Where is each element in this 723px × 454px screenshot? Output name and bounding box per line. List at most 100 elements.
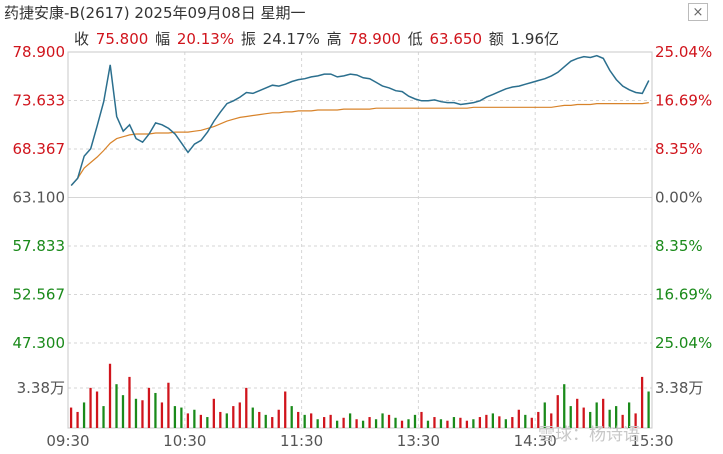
- price-tick-label: 57.833: [13, 237, 66, 255]
- volume-bar: [640, 376, 644, 428]
- volume-bar: [206, 417, 209, 428]
- volume-bar: [615, 406, 618, 428]
- volume-bar: [472, 419, 475, 428]
- volume-bar: [569, 406, 572, 428]
- volume-bar: [582, 407, 585, 428]
- volume-bar: [602, 398, 605, 428]
- volume-bar: [264, 414, 267, 428]
- volume-bar: [608, 409, 611, 428]
- volume-bar: [89, 387, 92, 428]
- volume-bar: [595, 402, 598, 428]
- volume-bar: [212, 398, 215, 428]
- price-line: [70, 54, 650, 186]
- volume-bar: [485, 414, 488, 428]
- volume-bar: [589, 411, 592, 428]
- volume-bar: [245, 387, 248, 428]
- turnover-value: 1.96亿: [510, 30, 559, 48]
- volume-bar: [232, 406, 235, 428]
- volume-bar: [543, 402, 546, 428]
- volume-bar: [647, 391, 650, 428]
- volume-bar: [478, 417, 482, 428]
- price-tick-label: 52.567: [13, 286, 66, 304]
- volume-bar: [420, 411, 423, 428]
- volume-bar: [387, 414, 391, 428]
- volume-tick-label: 3.38万: [17, 379, 65, 397]
- volume-bar: [433, 417, 436, 428]
- change-value: 20.13%: [176, 30, 235, 48]
- volume-bar: [323, 417, 326, 428]
- volume-bar: [115, 384, 118, 428]
- volume-bar: [504, 419, 507, 428]
- volume-bar: [621, 414, 624, 428]
- volume-tick-label: 3.38万: [655, 379, 703, 397]
- close-button[interactable]: ×: [688, 3, 708, 21]
- low-value: 63.650: [429, 30, 483, 48]
- price-tick-label: 78.900: [13, 43, 66, 61]
- pct-tick-label: 25.04%: [655, 43, 712, 61]
- volume-bar: [316, 419, 319, 428]
- volume-bar: [556, 395, 559, 428]
- volume-bar: [459, 417, 462, 428]
- close-label: 收: [74, 30, 90, 48]
- chart-frame: [67, 51, 653, 429]
- volume-bar: [400, 420, 404, 428]
- volume-bar: [102, 406, 105, 428]
- volume-bar: [491, 413, 494, 428]
- volume-bar: [225, 413, 228, 428]
- high-label: 高: [326, 30, 342, 48]
- volume-bar: [277, 409, 280, 428]
- volume-bar: [498, 416, 501, 428]
- volume-bar: [238, 402, 241, 428]
- volume-bar: [439, 419, 443, 428]
- volume-bar: [290, 406, 293, 428]
- close-value: 75.800: [95, 30, 149, 48]
- pct-tick-label: 25.04%: [655, 334, 712, 352]
- volume-bar: [199, 414, 202, 428]
- volume-bar: [413, 414, 417, 428]
- amplitude-value: 24.17%: [262, 30, 320, 48]
- volume-bar: [627, 402, 631, 428]
- volume-bar: [511, 417, 514, 428]
- volume-bar: [394, 417, 397, 428]
- volume-bar: [348, 413, 352, 428]
- volume-bar: [121, 395, 125, 428]
- price-tick-label: 73.633: [13, 92, 66, 110]
- volume-bar: [180, 407, 183, 428]
- volume-bar: [335, 420, 339, 428]
- volume-bar: [342, 417, 345, 428]
- volume-bar: [141, 400, 144, 428]
- low-label: 低: [407, 30, 423, 48]
- volume-bar: [310, 413, 313, 428]
- pct-tick-label: 16.69%: [655, 286, 712, 304]
- volume-bar: [258, 411, 261, 428]
- price-tick-label: 47.300: [13, 334, 66, 352]
- volume-bar: [368, 417, 371, 428]
- volume-bar: [167, 382, 170, 428]
- volume-bar: [446, 420, 449, 428]
- volume-bar: [426, 420, 430, 428]
- turnover-label: 额: [488, 30, 504, 48]
- watermark: 雪球：杨诗语: [538, 425, 640, 445]
- volume-bar: [128, 376, 131, 428]
- pct-tick-label: 8.35%: [655, 237, 703, 255]
- high-value: 78.900: [348, 30, 401, 48]
- volume-bar: [147, 387, 151, 428]
- volume-bar: [374, 419, 378, 428]
- volume-bar: [251, 407, 254, 428]
- volume-bar: [173, 406, 177, 428]
- volume-bar: [82, 402, 86, 428]
- time-tick-label: 15:30: [630, 432, 673, 450]
- volume-bar: [517, 409, 520, 428]
- volume-bar: [530, 417, 533, 428]
- pct-tick-label: 8.35%: [655, 140, 703, 158]
- price-tick-label: 63.100: [13, 189, 66, 207]
- volume-bar: [297, 411, 300, 428]
- change-label: 幅: [155, 30, 171, 48]
- volume-bar: [550, 413, 553, 428]
- volume-bar: [329, 414, 332, 428]
- volume-bar: [69, 407, 73, 428]
- volume-bar: [576, 398, 579, 428]
- amplitude-label: 振: [240, 30, 256, 48]
- time-tick-label: 10:30: [163, 432, 206, 450]
- volume-bar: [186, 413, 190, 428]
